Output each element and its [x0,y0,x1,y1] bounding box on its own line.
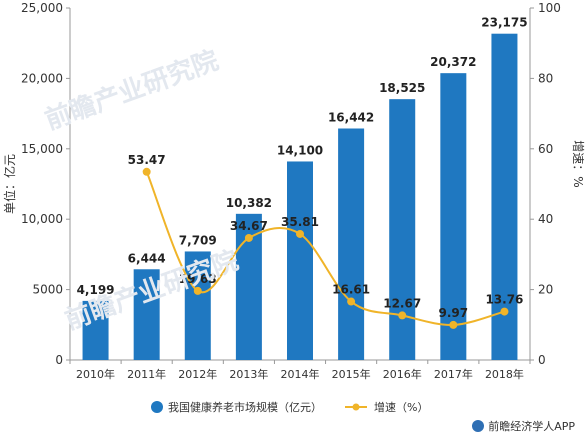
x-tick-label: 2015年 [332,367,371,381]
bar [491,33,518,361]
growth-point [347,297,356,306]
y-tick-label-right: 100 [538,1,561,15]
y-tick-label-right: 20 [538,283,553,297]
bar-value-label: 4,199 [77,283,115,297]
x-tick-label: 2016年 [383,367,422,381]
x-tick-label: 2012年 [178,367,217,381]
growth-point [398,311,407,320]
y-tick-label-left: 25,000 [21,1,63,15]
y-tick-label-left: 20,000 [21,71,63,85]
bar-value-label: 23,175 [481,16,527,30]
growth-point [500,307,509,316]
growth-value-label: 16.61 [332,283,370,297]
growth-value-label: 19.63 [179,272,217,286]
axes: 0 5000 10,000 15,000 20,000 25,000 0 20 40 60 80 10… [2,1,585,381]
legend-line-dot [352,403,360,411]
legend-line-label: 增速（%） [374,400,428,414]
bar-value-label: 14,100 [277,143,323,157]
x-tick-label: 2017年 [434,367,473,381]
brand-logo-icon [472,420,485,432]
bar-value-label: 18,525 [379,81,425,95]
bar [338,128,365,360]
legend: 我国健康养老市场规模（亿元） 增速（%） [151,400,428,414]
footer: 前瞻经济学人APP [472,418,575,434]
bar-value-label: 10,382 [226,196,272,210]
x-tick-label: 2014年 [281,367,320,381]
growth-point [244,233,253,242]
growth-value-label: 35.81 [281,215,319,229]
bar [82,300,109,360]
bar [440,73,467,361]
y-tick-label-left: 0 [55,353,63,367]
growth-point [193,286,202,295]
y-tick-label-right: 60 [538,142,553,156]
growth-value-label: 13.76 [485,293,523,307]
data-labels: 4,199 6,444 7,709 10,382 14,100 16,442 18,525 2… [77,16,528,320]
y-tick-label-left: 10,000 [21,212,63,226]
bar [184,251,211,360]
bars [82,33,518,361]
x-tick-label: 2013年 [229,367,268,381]
legend-bar-marker [151,401,163,413]
x-tick-label: 2010年 [76,367,115,381]
bar-value-label: 7,709 [179,233,217,247]
growth-value-label: 9.97 [439,306,469,320]
y-tick-label-left: 15,000 [21,142,63,156]
y-axis-title-left: 单位：亿元 [2,154,17,214]
bar [133,269,160,360]
x-tick-label: 2018年 [485,367,524,381]
legend-bar-label: 我国健康养老市场规模（亿元） [168,400,322,414]
growth-point [142,167,151,176]
bar-value-label: 16,442 [328,110,374,124]
growth-value-label: 53.47 [128,153,166,167]
bar [287,161,313,360]
y-tick-label-right: 40 [538,212,553,226]
y-tick-label-right: 80 [538,71,553,85]
growth-value-label: 12.67 [383,296,421,310]
bar [389,99,416,360]
y-tick-label-right: 0 [538,353,546,367]
footer-text: 前瞻经济学人APP [488,420,575,433]
bar-value-label: 6,444 [128,251,166,265]
y-tick-label-left: 5000 [32,283,63,297]
growth-point [449,320,458,329]
growth-point [296,229,304,238]
bar-value-label: 20,372 [430,55,476,69]
y-axis-title-right: 增速：% [571,140,585,187]
x-tick-label: 2011年 [127,367,166,381]
growth-line [142,167,509,329]
growth-value-label: 34.67 [230,219,268,233]
